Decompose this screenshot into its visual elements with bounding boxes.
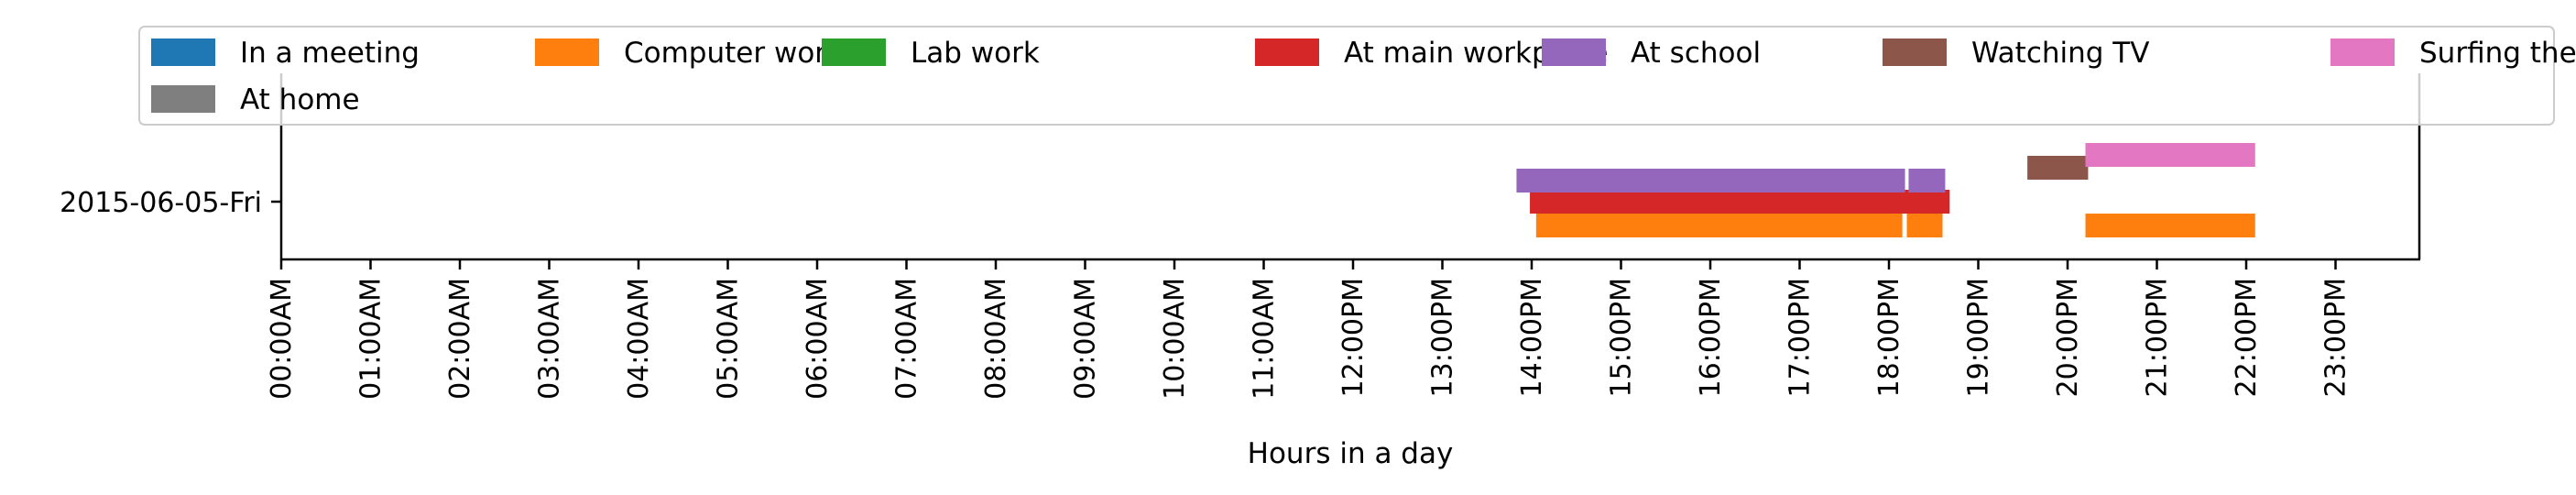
- bars-layer: [1516, 143, 2255, 237]
- legend-frame: [138, 26, 2555, 126]
- x-tick-label: 08:00AM: [980, 278, 1012, 400]
- x-tick-label: 14:00PM: [1516, 278, 1548, 397]
- y-tick-label: 2015-06-05-Fri: [60, 187, 262, 219]
- x-tick-label: 04:00AM: [623, 278, 655, 400]
- legend-swatch: [2330, 38, 2395, 66]
- x-tick-label: 11:00AM: [1249, 278, 1281, 400]
- x-tick-label: 09:00AM: [1070, 278, 1102, 400]
- x-axis-ticks: 00:00AM 01:00AM 02:00AM 03:00AM 04:00AM 05:00…: [266, 259, 2352, 400]
- bar-at-school: [1908, 169, 1946, 192]
- x-axis-label: Hours in a day: [1248, 437, 1454, 470]
- legend-label: Computer work: [624, 37, 843, 70]
- x-tick-label: 18:00PM: [1873, 278, 1905, 397]
- x-tick-label: 17:00PM: [1785, 278, 1817, 397]
- legend-label: Lab work: [911, 37, 1040, 70]
- x-tick-label: 03:00AM: [534, 278, 566, 400]
- bar-watching-tv: [2027, 156, 2089, 180]
- legend-swatch: [151, 38, 215, 66]
- legend-swatch: [151, 85, 215, 113]
- x-tick-label: 06:00AM: [802, 278, 834, 400]
- x-tick-label: 15:00PM: [1606, 278, 1638, 397]
- x-tick-label: 00:00AM: [266, 278, 298, 400]
- bar-at-school: [1516, 169, 1905, 192]
- bar-computer-work: [2085, 214, 2255, 237]
- legend-label: Surfing the internet: [2419, 37, 2576, 70]
- x-tick-label: 12:00PM: [1337, 278, 1370, 397]
- legend-swatch: [535, 38, 599, 66]
- legend-swatch: [822, 38, 886, 66]
- bar-computer-work: [1906, 214, 1943, 237]
- legend-label: In a meeting: [240, 37, 420, 70]
- bar-computer-work: [1535, 214, 1903, 237]
- x-tick-label: 20:00PM: [2052, 278, 2084, 397]
- x-tick-label: 19:00PM: [1963, 278, 1995, 397]
- legend: In a meeting Computer work Lab work At main…: [138, 26, 2576, 126]
- x-tick-label: 10:00AM: [1159, 278, 1191, 400]
- bar-at-main-workplace: [1530, 190, 1950, 214]
- x-tick-label: 05:00AM: [713, 278, 745, 400]
- legend-swatch: [1883, 38, 1947, 66]
- legend-label: At home: [240, 83, 360, 116]
- x-tick-label: 16:00PM: [1695, 278, 1727, 397]
- x-tick-label: 13:00PM: [1427, 278, 1459, 397]
- legend-swatch: [1542, 38, 1606, 66]
- x-tick-label: 23:00PM: [2320, 278, 2352, 397]
- x-tick-label: 07:00AM: [891, 278, 923, 400]
- x-tick-label: 02:00AM: [444, 278, 476, 400]
- x-tick-label: 01:00AM: [355, 278, 387, 400]
- legend-label: Watching TV: [1971, 37, 2149, 70]
- bar-surfing-the-internet: [2085, 143, 2255, 167]
- x-tick-label: 21:00PM: [2142, 278, 2174, 397]
- plot-area: 00:00AM 01:00AM 02:00AM 03:00AM 04:00AM 05:00…: [60, 73, 2421, 470]
- x-tick-label: 22:00PM: [2231, 278, 2263, 397]
- legend-label: At school: [1631, 37, 1761, 70]
- legend-swatch: [1255, 38, 1319, 66]
